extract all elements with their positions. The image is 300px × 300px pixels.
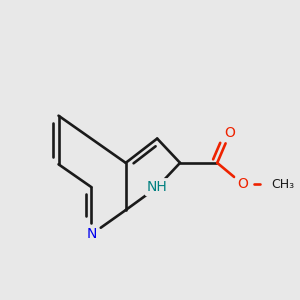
Text: O: O: [225, 126, 236, 140]
Text: O: O: [238, 177, 248, 191]
Text: CH₃: CH₃: [272, 178, 295, 191]
Text: NH: NH: [147, 180, 168, 194]
Text: N: N: [86, 227, 97, 241]
